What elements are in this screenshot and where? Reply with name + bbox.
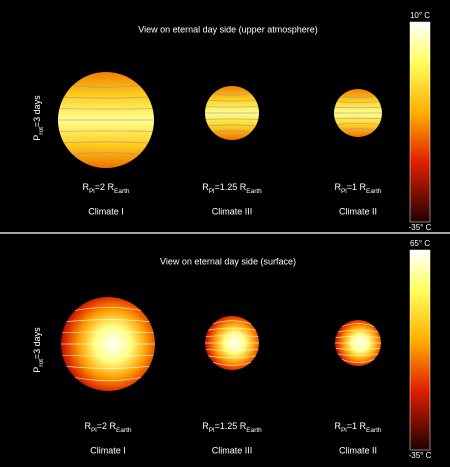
subscript: rot bbox=[38, 127, 45, 135]
streamline bbox=[62, 354, 154, 357]
climate-label: Climate III bbox=[212, 206, 253, 216]
label-part: =1 R bbox=[347, 182, 367, 192]
streamline bbox=[208, 355, 256, 359]
streamline bbox=[208, 99, 256, 102]
radius-label: RPl=2 REarth bbox=[82, 182, 129, 194]
streamline bbox=[335, 348, 381, 350]
label-part: R bbox=[334, 421, 341, 431]
panel-title: View on eternal day side (upper atmosphe… bbox=[138, 24, 317, 34]
subscript: Earth bbox=[246, 188, 262, 195]
streamline bbox=[341, 95, 375, 98]
radius-label: RPl=1 REarth bbox=[334, 182, 381, 194]
colorbar-min-label: -35° C bbox=[409, 223, 432, 232]
label-part: R bbox=[202, 182, 209, 192]
label-part: R bbox=[202, 421, 209, 431]
streamline bbox=[213, 93, 251, 96]
panel-title: View on eternal day side (surface) bbox=[160, 256, 296, 266]
colorbar-max-label: 65° C bbox=[410, 239, 430, 248]
climate-label: Climate II bbox=[339, 445, 377, 455]
colorbar-min-label: -35° C bbox=[409, 451, 432, 460]
rotation-label: Prot=3 days bbox=[32, 327, 44, 373]
label-part: =2 R bbox=[95, 182, 115, 192]
streamline bbox=[62, 331, 154, 334]
streamline bbox=[66, 319, 150, 322]
subscript: Pl bbox=[341, 427, 347, 434]
climate-label: Climate I bbox=[90, 445, 126, 455]
streamline bbox=[208, 327, 256, 331]
subscript: Earth bbox=[116, 427, 132, 434]
label-part: =2 R bbox=[97, 421, 117, 431]
label-part: P bbox=[32, 135, 42, 141]
subscript: Pl bbox=[89, 188, 95, 195]
streamline bbox=[72, 85, 140, 88]
streamline bbox=[336, 123, 380, 125]
label-part: =3 days bbox=[32, 95, 42, 127]
colorbar bbox=[409, 249, 431, 451]
streamline bbox=[59, 130, 153, 132]
subscript: Pl bbox=[209, 188, 215, 195]
streamline bbox=[335, 336, 381, 338]
subscript: Earth bbox=[366, 427, 382, 434]
subscript: Pl bbox=[209, 427, 215, 434]
streamline bbox=[75, 307, 141, 311]
radius-label: RPl=1.25 REarth bbox=[202, 182, 262, 194]
streamline bbox=[337, 353, 379, 357]
label-part: =3 days bbox=[32, 327, 42, 359]
radius-label: RPl=1.25 REarth bbox=[202, 421, 262, 433]
subscript: rot bbox=[38, 359, 45, 367]
label-part: =1 R bbox=[347, 421, 367, 431]
label-part: R bbox=[334, 182, 341, 192]
streamline bbox=[205, 349, 259, 351]
colorbar bbox=[409, 21, 431, 223]
streamline bbox=[334, 117, 382, 120]
climate-label: Climate II bbox=[339, 206, 377, 216]
streamline bbox=[63, 141, 149, 144]
radius-label: RPl=1 REarth bbox=[334, 421, 381, 433]
streamline bbox=[205, 335, 259, 337]
streamline bbox=[341, 323, 375, 327]
streamline bbox=[341, 128, 375, 131]
rotation-label: Prot=3 days bbox=[32, 95, 44, 141]
streamline bbox=[66, 366, 150, 369]
subscript: Earth bbox=[366, 188, 382, 195]
label-part: R bbox=[84, 421, 91, 431]
streamline bbox=[337, 329, 379, 333]
climate-label: Climate I bbox=[88, 206, 124, 216]
climate-label: Climate III bbox=[212, 445, 253, 455]
streamline bbox=[334, 106, 382, 109]
streamline bbox=[212, 320, 252, 325]
streamline bbox=[72, 152, 140, 155]
subscript: Pl bbox=[341, 188, 347, 195]
subscript: Pl bbox=[91, 427, 97, 434]
label-part: P bbox=[32, 367, 42, 373]
streamline bbox=[205, 106, 259, 108]
streamline bbox=[205, 118, 259, 120]
streamline bbox=[59, 108, 153, 110]
subscript: Earth bbox=[246, 427, 262, 434]
streamline bbox=[212, 361, 252, 366]
label-part: =1.25 R bbox=[214, 421, 246, 431]
streamline bbox=[208, 124, 256, 127]
streamline bbox=[63, 96, 149, 99]
streamline bbox=[75, 377, 141, 381]
label-part: R bbox=[82, 182, 89, 192]
subscript: Earth bbox=[114, 188, 130, 195]
streamline bbox=[213, 130, 251, 133]
colorbar-max-label: 10° C bbox=[410, 11, 430, 20]
radius-label: RPl=2 REarth bbox=[84, 421, 131, 433]
streamline bbox=[336, 101, 380, 103]
streamline bbox=[341, 359, 375, 363]
label-part: =1.25 R bbox=[214, 182, 246, 192]
